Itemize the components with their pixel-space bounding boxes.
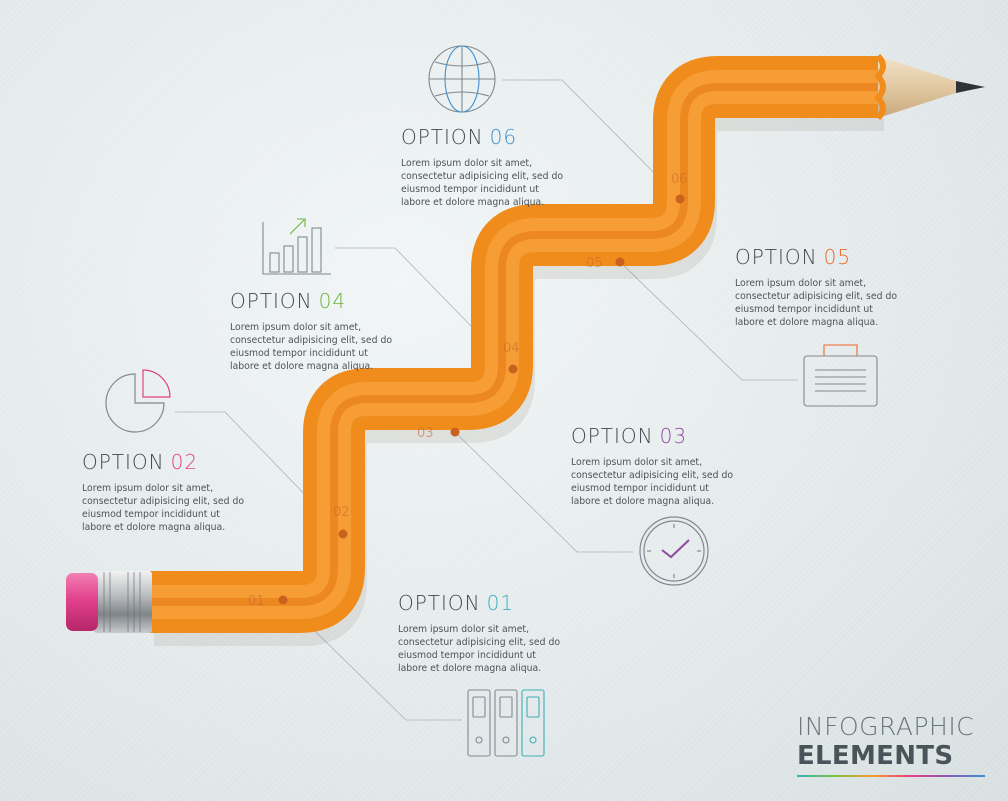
option-01-description: Lorem ipsum dolor sit amet, consectetur …: [398, 624, 561, 674]
briefcase-icon: [803, 344, 878, 407]
marker-label-01: 01: [248, 594, 265, 609]
option-01-label: OPTION: [398, 591, 481, 615]
marker-dot-06: [675, 194, 685, 204]
connector-line-01: [282, 599, 462, 721]
marker-label-06: 06: [671, 172, 688, 187]
pencil-lead: [956, 81, 985, 93]
pencil-tip: [878, 56, 972, 118]
marker-dot-02: [338, 529, 348, 539]
option-02-title: OPTION 02: [82, 450, 252, 474]
option-02: OPTION 02 Lorem ipsum dolor sit amet, con…: [82, 450, 252, 534]
brand-color-bar: [797, 775, 985, 777]
marker-dot-01: [278, 595, 288, 605]
connector-line-05: [619, 261, 798, 381]
brand-title-line2: ELEMENTS: [797, 741, 954, 771]
marker-dot-05: [615, 257, 625, 267]
option-04: OPTION 04 Lorem ipsum dolor sit amet, con…: [230, 289, 400, 373]
option-04-title: OPTION 04: [230, 289, 400, 313]
connector-line-06: [502, 79, 681, 200]
globe-icon: [428, 45, 496, 113]
option-05-label: OPTION: [735, 245, 818, 269]
brand-title-line1: INFOGRAPHIC: [797, 712, 975, 741]
option-06-label: OPTION: [401, 125, 484, 149]
clock-check-icon: [639, 516, 709, 586]
marker-label-05: 05: [586, 256, 603, 271]
option-01-title: OPTION 01: [398, 591, 568, 615]
connector-line-03: [454, 431, 633, 553]
option-02-label: OPTION: [82, 450, 165, 474]
pencil-eraser: [66, 573, 98, 631]
option-05-number: 05: [823, 245, 852, 269]
option-06: OPTION 06 Lorem ipsum dolor sit amet, con…: [401, 125, 571, 209]
option-05: OPTION 05 Lorem ipsum dolor sit amet, con…: [735, 245, 905, 329]
binders-icon: [467, 689, 545, 757]
marker-label-04: 04: [503, 341, 520, 356]
option-05-title: OPTION 05: [735, 245, 905, 269]
option-04-description: Lorem ipsum dolor sit amet, consectetur …: [230, 322, 393, 372]
option-03-number: 03: [659, 424, 688, 448]
marker-label-03: 03: [417, 426, 434, 441]
marker-dots: [278, 194, 685, 605]
option-04-label: OPTION: [230, 289, 313, 313]
option-01-number: 01: [486, 591, 515, 615]
option-06-description: Lorem ipsum dolor sit amet, consectetur …: [401, 158, 564, 208]
pencil-ferrule: [94, 571, 152, 633]
option-03-label: OPTION: [571, 424, 654, 448]
option-03-title: OPTION 03: [571, 424, 741, 448]
brand-block: INFOGRAPHIC ELEMENTS: [797, 713, 985, 777]
marker-label-02: 02: [333, 505, 350, 520]
marker-dot-03: [450, 427, 460, 437]
option-06-number: 06: [489, 125, 518, 149]
option-03: OPTION 03 Lorem ipsum dolor sit amet, con…: [571, 424, 741, 508]
pie-chart-icon: [105, 369, 171, 433]
bar-chart-growth-icon: [262, 218, 331, 275]
option-04-number: 04: [318, 289, 347, 313]
option-05-description: Lorem ipsum dolor sit amet, consectetur …: [735, 278, 898, 328]
option-01: OPTION 01 Lorem ipsum dolor sit amet, con…: [398, 591, 568, 675]
option-02-description: Lorem ipsum dolor sit amet, consectetur …: [82, 483, 245, 533]
option-03-description: Lorem ipsum dolor sit amet, consectetur …: [571, 457, 734, 507]
marker-dot-04: [508, 364, 518, 374]
option-02-number: 02: [170, 450, 199, 474]
option-06-title: OPTION 06: [401, 125, 571, 149]
